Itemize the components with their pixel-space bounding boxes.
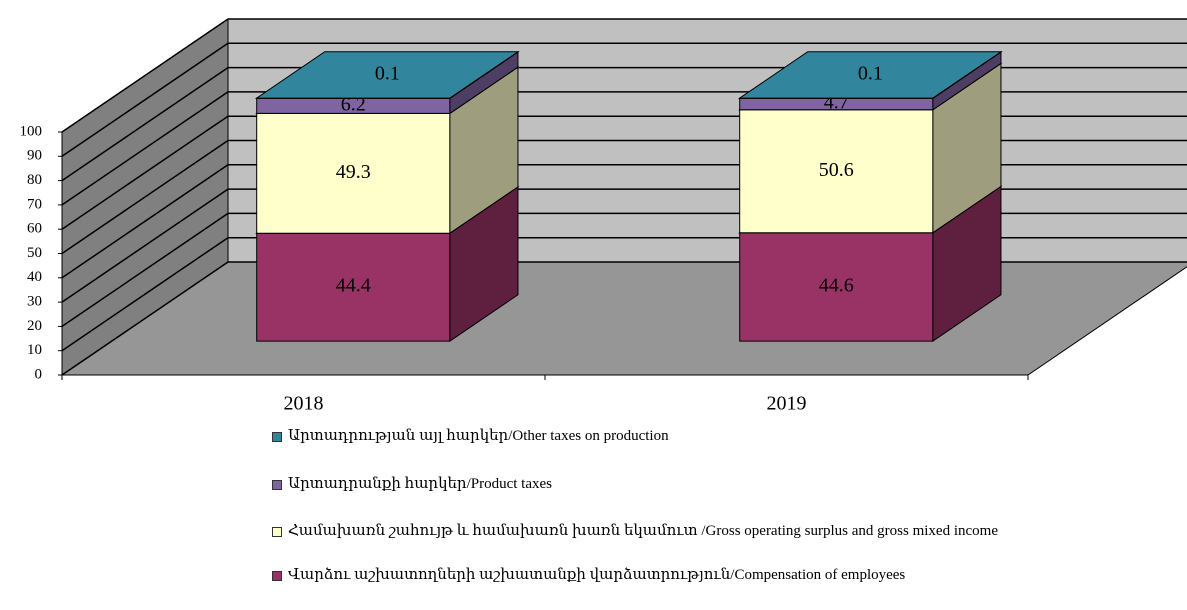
- grid-line: [61, 261, 229, 376]
- grid-line: [61, 164, 229, 279]
- x-tick-label: 2018: [284, 393, 324, 415]
- grid-line: [61, 212, 229, 328]
- y-tick-label: 90: [27, 148, 42, 164]
- legend-item: Արտադրանքի հարկեր/Product taxes: [272, 476, 1072, 493]
- data-label: 6.2: [341, 93, 366, 115]
- data-label: 44.4: [336, 275, 371, 297]
- bar-top: [738, 51, 1003, 99]
- y-tick-label: 100: [20, 123, 43, 139]
- data-label: 49.3: [336, 161, 371, 183]
- grid-line: [61, 18, 229, 133]
- y-tick-label: 50: [27, 245, 42, 261]
- legend-label: Արտադրանքի հարկեր/Product taxes: [288, 476, 552, 492]
- y-tick-label: 40: [27, 269, 42, 285]
- legend-label: Արտադրության այլ հարկեր/Other taxes on p…: [288, 428, 669, 444]
- grid-line: [61, 66, 229, 182]
- grid-line: [61, 91, 229, 206]
- grid-line: [61, 237, 229, 352]
- y-tick-label: 70: [27, 196, 42, 212]
- y-tick-label: 80: [27, 172, 42, 188]
- y-tick-label: 20: [27, 318, 42, 334]
- legend-item: Վարձու աշխատողների աշխատանքի վարձատրությ…: [272, 567, 1072, 584]
- data-label: 0.1: [858, 63, 883, 85]
- grid-line: [61, 42, 229, 157]
- grid-line: [61, 139, 229, 255]
- y-tick-label: 60: [27, 221, 42, 237]
- legend-swatch: [272, 432, 282, 442]
- legend-swatch: [272, 527, 282, 537]
- legend-label: Համախառն շահույթ և համախառն խառն եկամուտ…: [288, 523, 998, 539]
- y-tick-label: 10: [27, 342, 42, 358]
- legend-item: Արտադրության այլ հարկեր/Other taxes on p…: [272, 428, 1072, 445]
- legend-swatch: [272, 571, 282, 581]
- legend-label: Վարձու աշխատողների աշխատանքի վարձատրությ…: [288, 567, 906, 583]
- data-label: 44.6: [819, 275, 854, 297]
- legend-swatch: [272, 480, 282, 490]
- y-tick-label: 0: [35, 366, 43, 382]
- floor: [60, 261, 1187, 376]
- y-tick-label: 30: [27, 294, 42, 310]
- grid-line: [61, 188, 229, 303]
- x-tick-label: 2019: [767, 393, 807, 415]
- data-label: 50.6: [819, 159, 854, 181]
- data-label: 0.1: [375, 63, 400, 85]
- legend-item: Համախառն շահույթ և համախառն խառն եկամուտ…: [272, 523, 1072, 540]
- bar-top: [255, 51, 520, 99]
- grid-line: [61, 115, 229, 230]
